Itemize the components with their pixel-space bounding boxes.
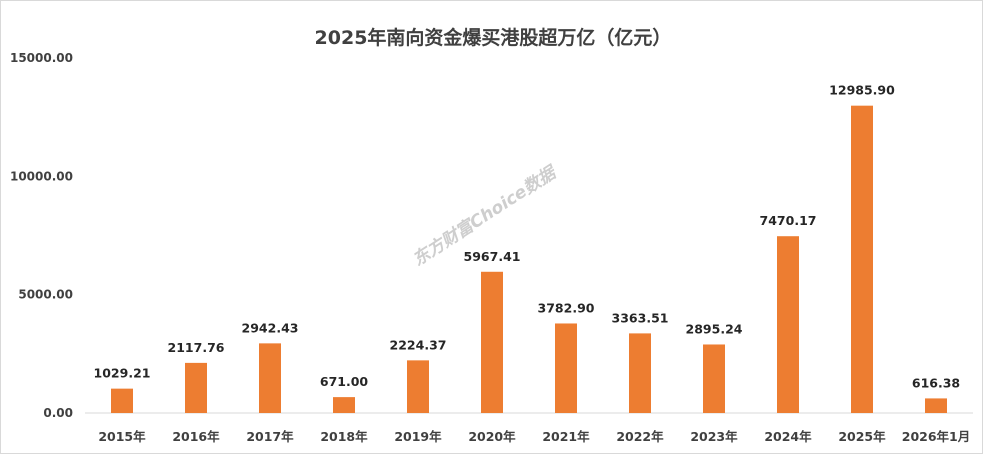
bar [333,397,355,413]
data-label: 2895.24 [686,321,743,336]
x-tick-label: 2015年 [98,429,146,444]
y-tick-label: 0.00 [43,406,73,420]
bar [925,398,947,413]
data-labels: 1029.21 2117.76 2942.43 671.00 2224.37 5967.4… [94,83,961,391]
data-label: 2224.37 [390,337,447,352]
bar [555,323,577,413]
data-label: 3363.51 [612,310,669,325]
data-label: 2942.43 [242,320,299,335]
bar [703,344,725,413]
bars [111,105,947,414]
data-label: 671.00 [320,374,369,389]
y-axis: 0.00 5000.00 10000.00 15000.00 [10,51,73,420]
data-label: 616.38 [912,375,960,390]
bar [777,236,799,413]
bar [851,105,873,414]
x-tick-label: 2023年 [690,429,738,444]
x-tick-label: 2022年 [616,429,664,444]
x-tick-label: 2017年 [246,429,294,444]
bar [629,333,651,413]
x-tick-label: 2019年 [394,429,442,444]
data-label: 5967.41 [464,249,521,264]
x-tick-label: 2024年 [764,429,812,444]
x-tick-label: 2018年 [320,429,368,444]
data-label: 2117.76 [168,340,225,355]
data-label: 1029.21 [94,366,151,381]
bar [185,362,207,413]
chart-title: 2025年南向资金爆买港股超万亿（亿元） [315,26,672,49]
x-tick-label: 2020年 [468,429,516,444]
data-label: 12985.90 [829,83,895,98]
y-tick-label: 5000.00 [18,288,73,302]
bar [259,343,281,413]
y-tick-label: 15000.00 [10,51,73,65]
x-tick-label: 2026年1月 [902,429,971,444]
y-tick-label: 10000.00 [10,169,73,183]
x-tick-label: 2021年 [542,429,590,444]
bar [111,388,133,413]
x-tick-label: 2025年 [838,429,886,444]
x-tick-label: 2016年 [172,429,220,444]
x-axis: 2015年 2016年 2017年 2018年 2019年 2020年 2021年 2022年… [98,429,970,444]
bar [407,360,429,413]
data-label: 7470.17 [760,213,817,228]
data-label: 3782.90 [538,300,595,315]
bar [481,271,503,413]
